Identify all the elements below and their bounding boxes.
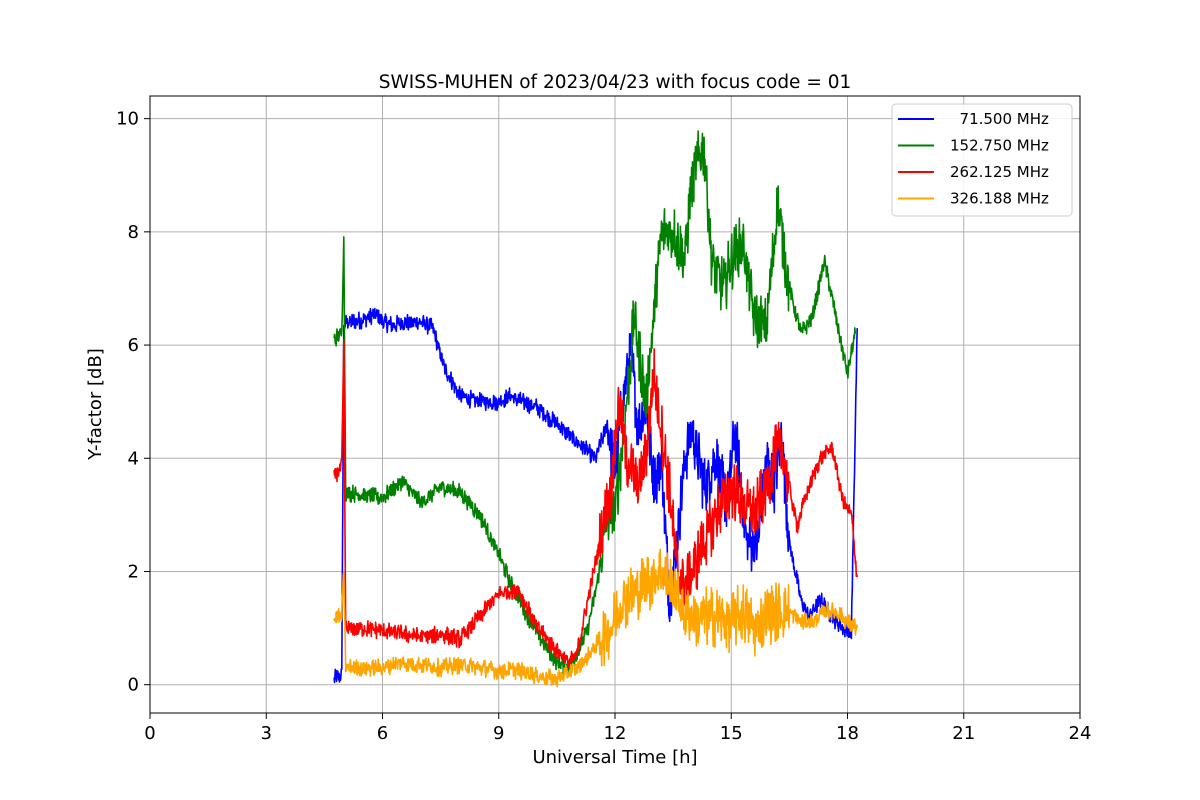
x-tick-label: 6 (377, 723, 388, 744)
x-tick-label: 24 (1069, 723, 1092, 744)
y-tick-label: 6 (128, 335, 139, 356)
x-tick-label: 3 (261, 723, 272, 744)
x-tick-label: 0 (144, 723, 155, 744)
legend: 71.500 MHz 152.750 MHz 262.125 MHz 326.188 … (891, 103, 1073, 217)
x-tick-label: 18 (836, 723, 859, 744)
y-axis-label: Y-factor [dB] (85, 348, 106, 461)
x-axis-label: Universal Time [h] (532, 747, 697, 768)
series-line-3 (333, 548, 858, 688)
y-tick-label: 10 (116, 109, 139, 130)
chart-title: SWISS-MUHEN of 2023/04/23 with focus cod… (379, 72, 852, 93)
y-tick-label: 8 (128, 222, 139, 243)
legend-label: 152.750 MHz (950, 137, 1049, 155)
y-tick-label: 2 (128, 561, 139, 582)
x-tick-label: 9 (493, 723, 504, 744)
x-tick-label: 15 (720, 723, 743, 744)
y-tick-label: 4 (128, 448, 139, 469)
legend-box (891, 103, 1073, 217)
legend-label: 326.188 MHz (950, 190, 1049, 208)
grid (149, 96, 1081, 713)
legend-label: 262.125 MHz (950, 163, 1049, 181)
y-tick-label: 0 (128, 675, 139, 696)
series-layer (333, 130, 858, 688)
series-line-1 (333, 130, 857, 675)
series-line-2 (333, 338, 858, 668)
x-tick-label: 21 (952, 723, 975, 744)
x-tick-label: 12 (604, 723, 627, 744)
legend-label: 71.500 MHz (950, 110, 1049, 128)
